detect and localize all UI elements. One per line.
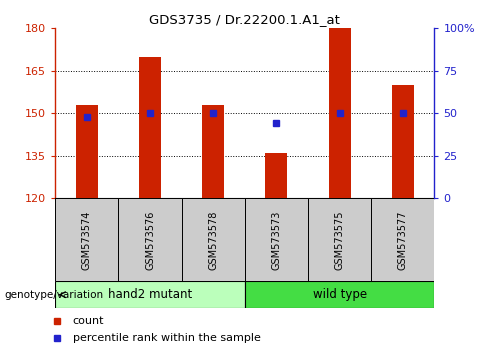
Bar xyxy=(392,85,414,198)
Bar xyxy=(202,105,224,198)
Text: GSM573576: GSM573576 xyxy=(145,210,155,269)
FancyBboxPatch shape xyxy=(181,198,245,281)
Text: wild type: wild type xyxy=(312,288,367,301)
Text: genotype/variation: genotype/variation xyxy=(5,290,104,300)
FancyBboxPatch shape xyxy=(245,198,308,281)
Bar xyxy=(76,105,98,198)
FancyBboxPatch shape xyxy=(308,198,371,281)
Bar xyxy=(328,28,351,198)
Text: GSM573575: GSM573575 xyxy=(335,210,345,270)
Text: hand2 mutant: hand2 mutant xyxy=(108,288,192,301)
Text: GSM573578: GSM573578 xyxy=(208,210,218,269)
FancyBboxPatch shape xyxy=(371,198,434,281)
FancyBboxPatch shape xyxy=(55,198,119,281)
Text: GSM573574: GSM573574 xyxy=(82,210,92,269)
Bar xyxy=(139,57,161,198)
Text: GSM573573: GSM573573 xyxy=(271,210,281,269)
FancyBboxPatch shape xyxy=(245,281,434,308)
Title: GDS3735 / Dr.22200.1.A1_at: GDS3735 / Dr.22200.1.A1_at xyxy=(149,13,340,26)
Text: percentile rank within the sample: percentile rank within the sample xyxy=(73,333,261,343)
Text: GSM573577: GSM573577 xyxy=(398,210,408,270)
FancyBboxPatch shape xyxy=(119,198,181,281)
Bar xyxy=(265,153,288,198)
Text: count: count xyxy=(73,316,104,326)
FancyBboxPatch shape xyxy=(55,281,245,308)
